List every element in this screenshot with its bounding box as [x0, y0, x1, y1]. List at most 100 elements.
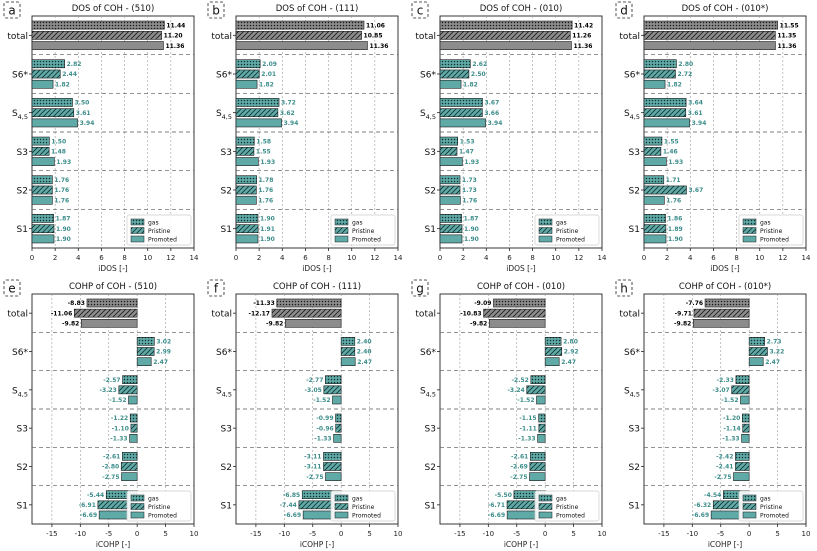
bar-value-label: 1.91	[260, 226, 275, 233]
x-tick-label: -10	[279, 530, 290, 538]
bar-promoted	[643, 195, 665, 205]
legend-label: gas	[352, 496, 363, 503]
y-category-label: S2	[629, 463, 640, 473]
bar-value-label: -6.91	[79, 502, 96, 509]
bar-gas	[643, 175, 665, 185]
panel-letter-box	[207, 1, 225, 19]
bar-value-label: -1.52	[517, 397, 534, 404]
panel-letter-box	[3, 279, 21, 297]
bar-promoted	[733, 472, 750, 481]
y-category-label: S1	[17, 225, 28, 235]
legend-swatch	[334, 511, 349, 519]
bar-gas	[735, 452, 750, 461]
y-category-label: S4,5	[12, 109, 28, 121]
bar-gas	[31, 175, 53, 185]
bar-value-label: 11.36	[777, 43, 796, 50]
panel-c: DOS of COH - (010) c 0 2 4 6 8 10 12 14 iDOS [-] to…	[411, 1, 607, 273]
panel-letter-box	[411, 279, 429, 297]
bar-value-label: -2.80	[102, 464, 119, 471]
x-tick-label: -5	[717, 530, 724, 538]
bar-promoted	[325, 472, 342, 481]
y-category-label: S6*	[12, 348, 28, 358]
bar-promoted	[332, 395, 342, 405]
bar-value-label: -1.52	[313, 397, 330, 404]
x-tick-label: 6	[507, 254, 512, 262]
bar-promoted	[31, 157, 55, 166]
bar-promoted	[235, 41, 368, 50]
y-category-label: S1	[629, 501, 640, 511]
bar-promoted	[129, 433, 138, 443]
bar-pristine	[120, 462, 138, 471]
panel-letter: g	[416, 282, 424, 296]
bar-value-label: 2.40	[357, 339, 372, 346]
bar-value-label: 1.87	[56, 216, 71, 223]
legend-label: gas	[556, 220, 567, 227]
x-tick-label: 2	[257, 254, 261, 262]
x-tick-label: 6	[711, 254, 716, 262]
bar-value-label: 3.72	[281, 100, 296, 107]
bar-value-label: -7.44	[280, 502, 297, 509]
bar-gas	[86, 298, 138, 308]
bar-value-label: -4.54	[704, 492, 721, 499]
x-tick-label: 5	[571, 530, 575, 538]
bar-gas	[325, 375, 342, 384]
x-tick-label: -10	[687, 530, 698, 538]
legend-swatch	[538, 218, 553, 226]
bar-value-label: 2.62	[472, 61, 487, 68]
bar-pristine	[323, 462, 342, 471]
bar-gas	[129, 413, 138, 423]
x-tick-label: -10	[75, 530, 86, 538]
y-category-label: total	[415, 32, 436, 42]
panel-e: COHP of COH - (510) e -15 -10 -5 0 5 10 iCOHP [-…	[3, 279, 198, 549]
bar-value-label: 1.76	[666, 197, 681, 204]
bar-promoted	[439, 157, 463, 166]
bar-value-label: 2.09	[262, 61, 277, 68]
bar-value-label: 1.90	[668, 236, 683, 243]
y-category-label: total	[415, 310, 436, 320]
bar-gas	[643, 20, 778, 30]
bar-pristine	[643, 108, 687, 118]
legend-swatch	[742, 227, 757, 234]
x-tick-label: 8	[326, 254, 330, 262]
bar-pristine	[643, 30, 776, 40]
bar-value-label: 2.72	[677, 71, 692, 78]
bar-gas	[31, 136, 50, 146]
bar-pristine	[693, 308, 750, 318]
bar-value-label: 1.93	[56, 159, 71, 166]
y-category-label: S2	[17, 187, 28, 197]
bar-value-label: -9.71	[675, 310, 692, 317]
bar-value-label: 3.94	[692, 120, 707, 127]
bar-gas	[122, 375, 138, 384]
x-axis-label: iCOHP [-]	[96, 540, 130, 549]
bar-pristine	[31, 185, 53, 195]
bar-value-label: -3.11	[304, 454, 321, 461]
bar-value-label: -6.69	[80, 512, 97, 519]
bar-gas	[530, 375, 546, 384]
bar-value-label: -3.11	[304, 464, 321, 471]
x-axis-label: iDOS [-]	[506, 264, 536, 273]
x-axis-label: iDOS [-]	[710, 264, 740, 273]
bar-pristine	[439, 185, 461, 195]
bar-value-label: -1.33	[518, 436, 535, 443]
legend-label: gas	[352, 220, 363, 227]
bar-value-label: 1.87	[464, 216, 479, 223]
bar-pristine	[735, 462, 750, 471]
bar-gas	[643, 214, 666, 223]
bar-value-label: 2.99	[156, 349, 171, 356]
y-category-label: S4,5	[624, 386, 640, 398]
y-category-label: total	[619, 310, 640, 320]
x-tick-label: 0	[234, 254, 238, 262]
bar-promoted	[643, 234, 667, 244]
x-axis-label: iDOS [-]	[302, 264, 332, 273]
bar-value-label: 3.94	[284, 120, 299, 127]
y-category-label: S6*	[624, 348, 640, 358]
bar-promoted	[235, 234, 259, 244]
x-tick-label: 2	[461, 254, 465, 262]
y-category-label: S2	[221, 463, 232, 473]
bar-value-label: 3.61	[688, 110, 703, 117]
bar-gas	[235, 98, 280, 107]
legend-swatch	[334, 235, 349, 243]
bar-value-label: 1.93	[464, 159, 479, 166]
bar-pristine	[235, 146, 255, 156]
